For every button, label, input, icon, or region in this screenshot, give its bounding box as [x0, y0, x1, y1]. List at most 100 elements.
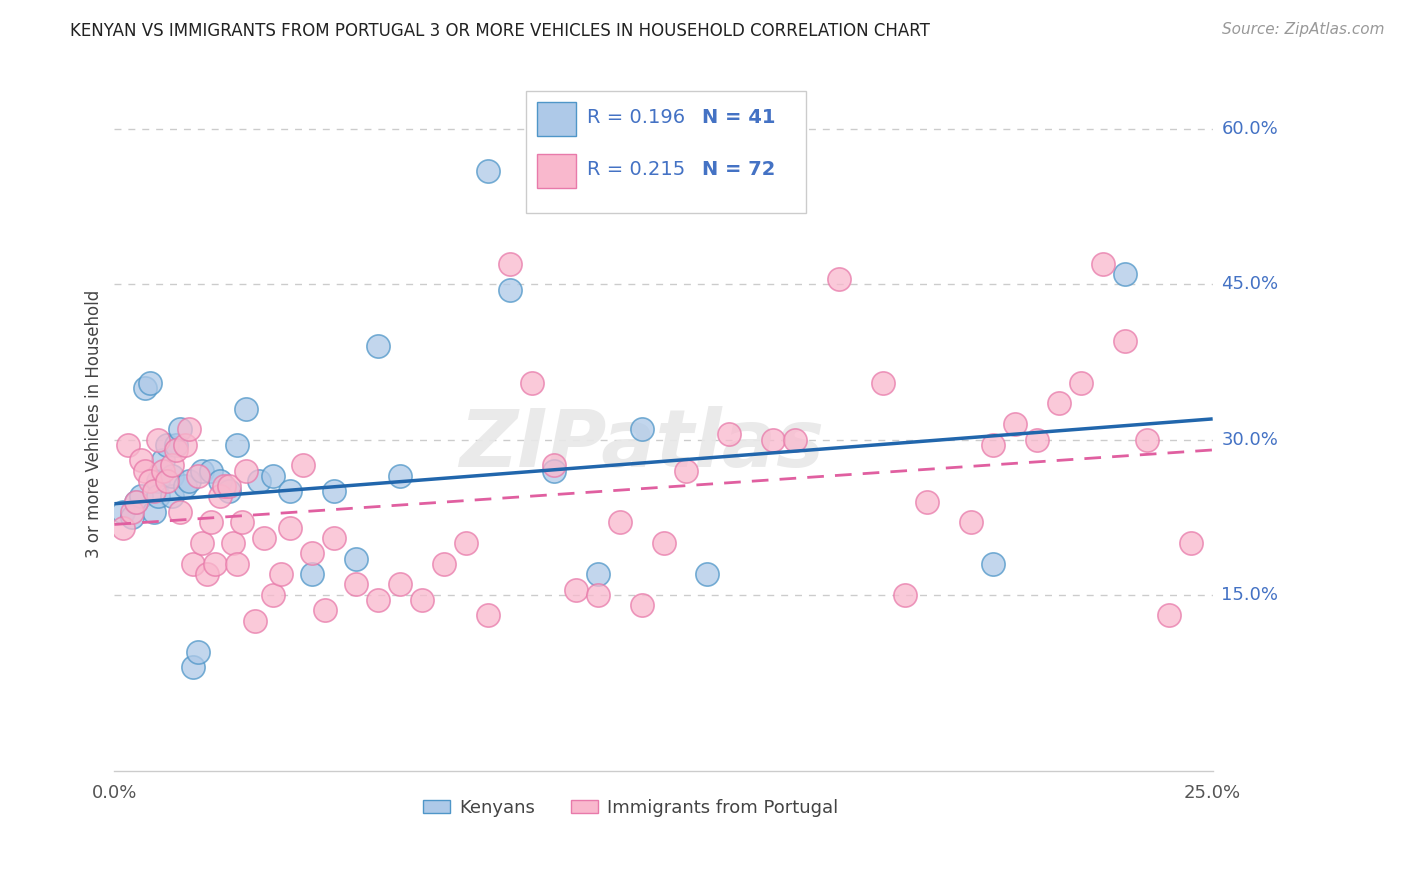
Y-axis label: 3 or more Vehicles in Household: 3 or more Vehicles in Household — [86, 290, 103, 558]
Point — [208, 474, 231, 488]
Point — [433, 557, 456, 571]
Point — [388, 577, 411, 591]
Point — [630, 598, 652, 612]
Point — [165, 438, 187, 452]
Text: N = 72: N = 72 — [702, 161, 775, 179]
Point — [1157, 608, 1180, 623]
Point — [278, 484, 301, 499]
Point — [165, 442, 187, 457]
Text: 30.0%: 30.0% — [1222, 431, 1278, 449]
Point — [177, 474, 200, 488]
Point — [152, 453, 174, 467]
Point — [543, 458, 565, 473]
Point — [112, 505, 135, 519]
Bar — [537, 153, 575, 188]
Point — [129, 453, 152, 467]
Point — [323, 531, 346, 545]
Point — [231, 516, 253, 530]
Point — [314, 603, 336, 617]
Point — [160, 468, 183, 483]
Point — [586, 588, 609, 602]
Point — [222, 536, 245, 550]
Point — [121, 505, 143, 519]
Point — [499, 257, 522, 271]
Point — [173, 479, 195, 493]
Point — [262, 588, 284, 602]
Text: 60.0%: 60.0% — [1222, 120, 1278, 138]
Point — [520, 376, 543, 390]
Point — [981, 438, 1004, 452]
Point — [152, 464, 174, 478]
Point — [148, 490, 170, 504]
Point — [1114, 334, 1136, 349]
Point — [543, 464, 565, 478]
Point — [630, 422, 652, 436]
Point — [388, 468, 411, 483]
Point — [112, 520, 135, 534]
Point — [652, 536, 675, 550]
Point — [247, 474, 270, 488]
Point — [156, 474, 179, 488]
Point — [344, 577, 367, 591]
Point — [243, 614, 266, 628]
Point — [117, 438, 139, 452]
Point — [142, 505, 165, 519]
Point — [609, 516, 631, 530]
Point — [564, 582, 586, 597]
Point — [156, 438, 179, 452]
Point — [160, 490, 183, 504]
Point — [894, 588, 917, 602]
Point — [477, 608, 499, 623]
Point — [960, 516, 983, 530]
Point — [129, 490, 152, 504]
Point — [134, 381, 156, 395]
Point — [121, 510, 143, 524]
Point — [411, 593, 433, 607]
Point — [718, 427, 741, 442]
Point — [323, 484, 346, 499]
Point — [134, 464, 156, 478]
Point — [278, 520, 301, 534]
Point — [696, 567, 718, 582]
Point — [142, 484, 165, 499]
Point — [675, 464, 697, 478]
Point — [183, 557, 205, 571]
Point — [586, 567, 609, 582]
Point — [195, 567, 218, 582]
Point — [173, 438, 195, 452]
Bar — [537, 102, 575, 136]
Point — [208, 490, 231, 504]
Point — [235, 401, 257, 416]
Point — [125, 494, 148, 508]
Text: R = 0.215: R = 0.215 — [586, 161, 685, 179]
Point — [828, 272, 851, 286]
Point — [292, 458, 315, 473]
Point — [1136, 433, 1159, 447]
Point — [872, 376, 894, 390]
Point — [1091, 257, 1114, 271]
Point — [200, 516, 222, 530]
Text: ZIPatlas: ZIPatlas — [460, 406, 824, 483]
Point — [148, 433, 170, 447]
Text: R = 0.196: R = 0.196 — [586, 108, 685, 128]
Text: 45.0%: 45.0% — [1222, 276, 1278, 293]
Point — [477, 163, 499, 178]
Point — [1026, 433, 1049, 447]
Point — [1004, 417, 1026, 431]
Point — [1114, 267, 1136, 281]
Point — [1047, 396, 1070, 410]
Point — [218, 479, 240, 493]
Point — [226, 438, 249, 452]
Point — [160, 458, 183, 473]
Point — [454, 536, 477, 550]
Point — [218, 484, 240, 499]
Legend: Kenyans, Immigrants from Portugal: Kenyans, Immigrants from Portugal — [416, 791, 845, 824]
Point — [1180, 536, 1202, 550]
Bar — [526, 91, 806, 212]
Point — [235, 464, 257, 478]
Text: KENYAN VS IMMIGRANTS FROM PORTUGAL 3 OR MORE VEHICLES IN HOUSEHOLD CORRELATION C: KENYAN VS IMMIGRANTS FROM PORTUGAL 3 OR … — [70, 22, 931, 40]
Point — [187, 645, 209, 659]
Point — [148, 474, 170, 488]
Point — [301, 546, 323, 560]
Point — [499, 283, 522, 297]
